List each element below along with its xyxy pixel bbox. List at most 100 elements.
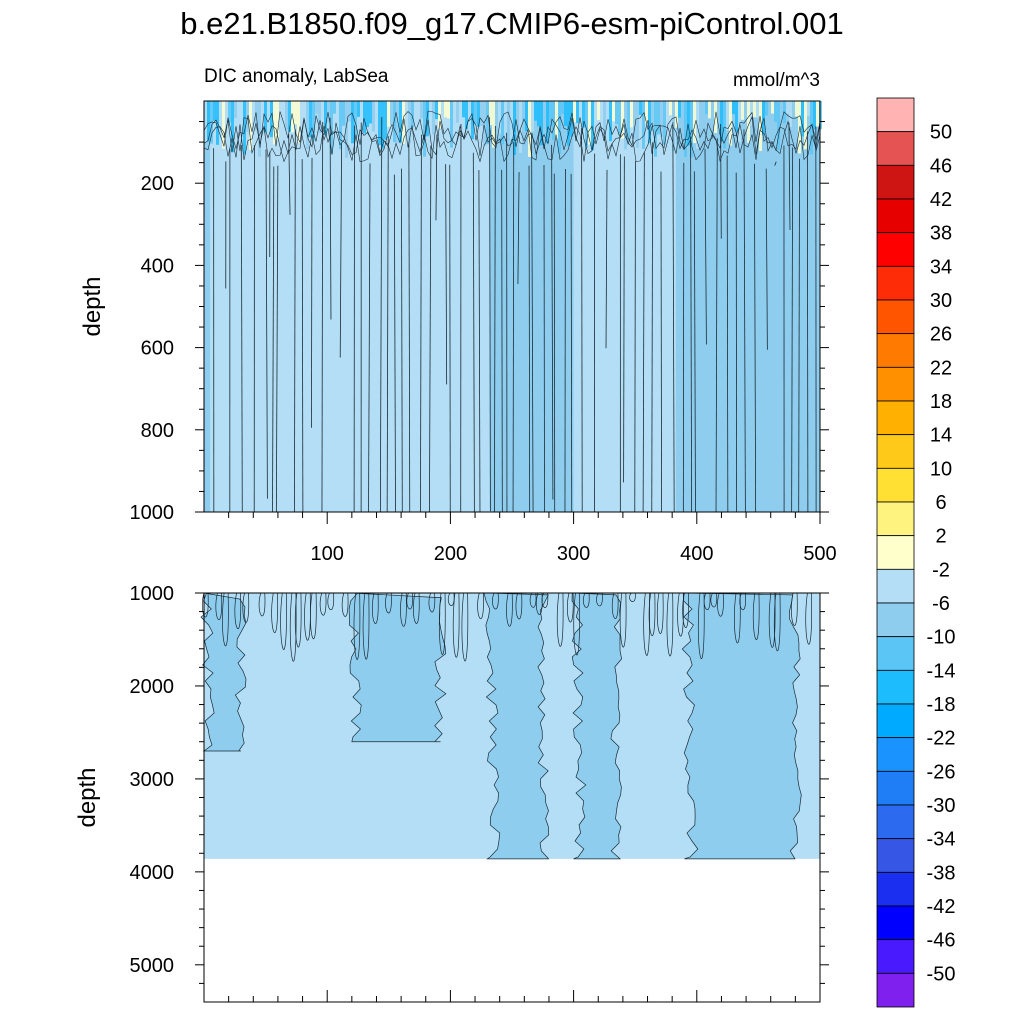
lower-contour-line <box>566 592 574 623</box>
noise-cell <box>549 101 552 127</box>
noise-cell <box>753 101 756 118</box>
upper-ytick-label: 400 <box>141 255 174 277</box>
colorbar-label: -46 <box>927 930 956 952</box>
colorbar-cell-4 <box>876 232 915 267</box>
lower-contour-line <box>573 592 581 656</box>
colorbar-cell-12 <box>876 501 915 537</box>
noise-cell <box>474 101 477 125</box>
noise-cell <box>612 101 615 122</box>
noise-cell <box>765 101 768 116</box>
noise-cell <box>687 101 690 146</box>
noise-cell <box>747 101 750 143</box>
noise-cell <box>720 101 723 142</box>
colorbar-cell-5 <box>876 265 915 301</box>
lower-contour-line <box>438 592 446 655</box>
noise-cell <box>336 101 339 143</box>
lower-contour-line <box>791 592 798 626</box>
colorbar-label: 22 <box>930 357 952 379</box>
noise-cell <box>219 101 222 147</box>
contour-line <box>693 171 696 513</box>
lower-contour-line <box>258 592 266 617</box>
lower-contour-line <box>648 592 656 636</box>
noise-cell <box>519 101 522 153</box>
noise-cell <box>393 101 396 143</box>
noise-cell <box>531 101 534 132</box>
noise-cell <box>684 101 687 157</box>
noise-cell <box>483 101 486 146</box>
noise-cell <box>225 101 228 140</box>
noise-cell <box>726 101 729 131</box>
noise-cell <box>807 101 810 116</box>
noise-cell <box>576 101 579 124</box>
chart-unit-label: mmol/m^3 <box>733 70 820 91</box>
noise-cell <box>381 101 384 149</box>
noise-cell <box>585 101 588 148</box>
noise-cell <box>564 101 567 126</box>
noise-cell <box>441 101 444 141</box>
lower-contour-line <box>515 592 523 620</box>
noise-cell <box>318 101 321 134</box>
contour-line <box>605 169 608 349</box>
noise-cell <box>498 101 501 134</box>
noise-cell <box>732 101 735 115</box>
colorbar-label: 34 <box>930 256 952 278</box>
colorbar-cell-19 <box>876 737 915 772</box>
noise-cell <box>321 101 324 143</box>
colorbar-label: -22 <box>927 728 956 750</box>
noise-cell <box>363 101 366 134</box>
noise-cell <box>369 101 372 124</box>
contour-line <box>478 170 481 513</box>
lower-contour-line <box>697 592 705 660</box>
noise-cell <box>663 101 666 145</box>
noise-cell <box>279 101 282 145</box>
noise-cell <box>285 101 288 131</box>
noise-cell <box>387 101 390 127</box>
colorbar-label: 10 <box>930 458 952 480</box>
colorbar-cell-26 <box>876 972 915 1008</box>
contour-line <box>672 122 675 513</box>
lower-contour-line <box>310 592 317 639</box>
noise-cell <box>786 101 789 114</box>
contour-line <box>774 161 777 166</box>
xtick-label: 100 <box>311 543 344 565</box>
noise-cell <box>399 101 402 143</box>
noise-cell <box>600 101 603 125</box>
lower-contour-line <box>717 592 724 617</box>
noise-cell <box>411 101 414 128</box>
lower-contour-line <box>773 592 781 652</box>
contour-line <box>301 159 304 513</box>
noise-cell <box>504 101 507 139</box>
lower-contour-line <box>703 592 711 610</box>
noise-cell <box>366 101 369 127</box>
lower-feature-0 <box>200 592 247 752</box>
contour-line <box>623 156 625 483</box>
colorbar-label: 50 <box>930 122 952 144</box>
lower-contour-line <box>362 592 370 660</box>
noise-cell <box>705 101 708 115</box>
noise-cell <box>312 101 315 141</box>
colorbar-label: 38 <box>930 223 952 245</box>
noise-cell <box>582 101 585 128</box>
contour-line <box>240 145 243 513</box>
colorbar-label: 18 <box>930 391 952 413</box>
noise-cell <box>243 101 246 155</box>
noise-cell <box>762 101 765 135</box>
lower-feature-2 <box>483 592 550 860</box>
colorbar-cell-0 <box>876 97 915 133</box>
colorbar-label: -6 <box>932 593 950 615</box>
noise-cell <box>768 101 771 144</box>
noise-cell <box>693 101 696 144</box>
noise-cell <box>237 101 240 146</box>
noise-cell <box>414 101 417 129</box>
lower-ytick-label: 5000 <box>130 955 175 977</box>
noise-cell <box>477 101 480 127</box>
contour-line <box>489 117 491 512</box>
lower-contour-line <box>583 592 590 608</box>
upper-band-4 <box>675 101 796 512</box>
noise-cell <box>468 101 471 124</box>
noise-cell <box>618 101 621 136</box>
chart-subtitle-left: DIC anomaly, LabSea <box>204 66 389 87</box>
contour-line <box>798 158 800 513</box>
lower-contour-line <box>289 592 297 662</box>
